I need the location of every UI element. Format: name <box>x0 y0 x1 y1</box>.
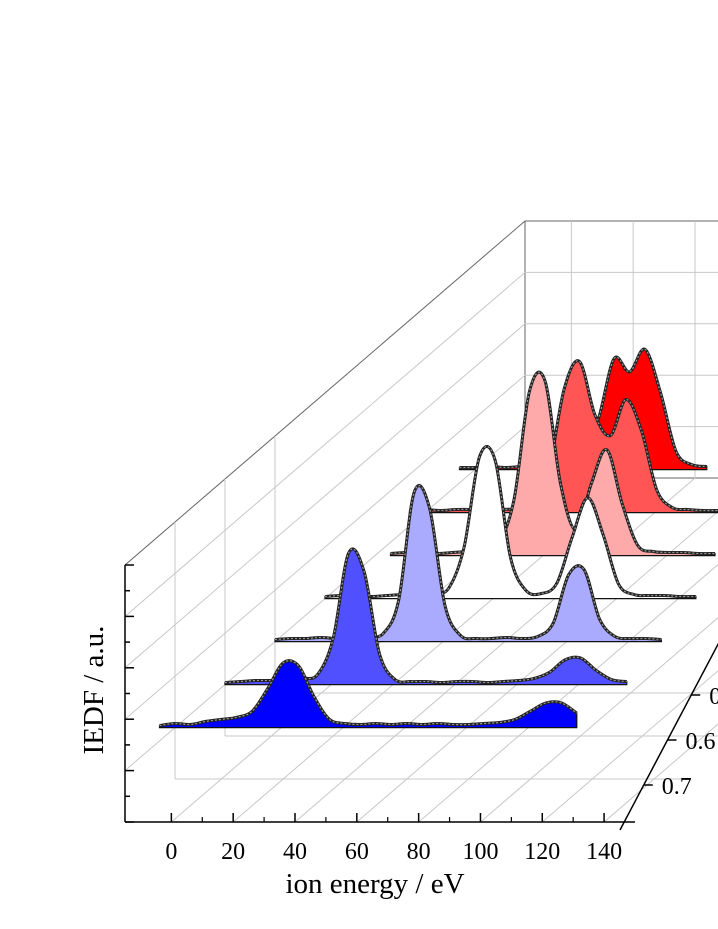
series <box>158 659 578 729</box>
x-axis: 0 20 40 60 80 100 120 140 <box>125 813 635 865</box>
z-tick-label: 0.7 <box>662 774 692 800</box>
series <box>408 359 718 514</box>
series-line-hatch <box>390 371 716 555</box>
z-tick-label: 0.5 <box>709 684 718 710</box>
left-wall-grid <box>124 272 526 617</box>
left-wall-edge <box>124 220 526 566</box>
left-wall-grid <box>124 374 526 720</box>
x-tick-label: 100 <box>462 839 498 865</box>
x-tick-label: 20 <box>221 839 245 865</box>
x-tick-label: 0 <box>165 839 177 865</box>
z-axis-line <box>619 642 718 831</box>
series-line-hatch <box>224 548 627 684</box>
x-axis-title: ion energy / eV <box>285 868 464 900</box>
floor-grid-line <box>603 723 718 823</box>
series-line-hatch <box>459 348 707 469</box>
x-tick-label: 140 <box>586 839 622 865</box>
series-line-hatch <box>409 360 718 512</box>
series <box>389 370 716 557</box>
series-line-hatch <box>324 445 696 598</box>
floor-grid-line <box>418 563 718 823</box>
x-tick-label: 40 <box>283 839 307 865</box>
x-tick-label: 120 <box>524 839 560 865</box>
floor-grid-line <box>356 510 718 823</box>
floor-grid-line <box>541 670 718 823</box>
z-tick-label: 0.6 <box>686 729 716 755</box>
left-wall-grid <box>124 323 526 669</box>
y-axis-title: IEDF / a.u. <box>78 626 110 755</box>
floor-grid-line <box>480 617 718 823</box>
series-line <box>159 659 578 727</box>
series <box>324 445 697 600</box>
x-tick-label: 60 <box>345 839 369 865</box>
x-tick-label: 80 <box>407 839 431 865</box>
